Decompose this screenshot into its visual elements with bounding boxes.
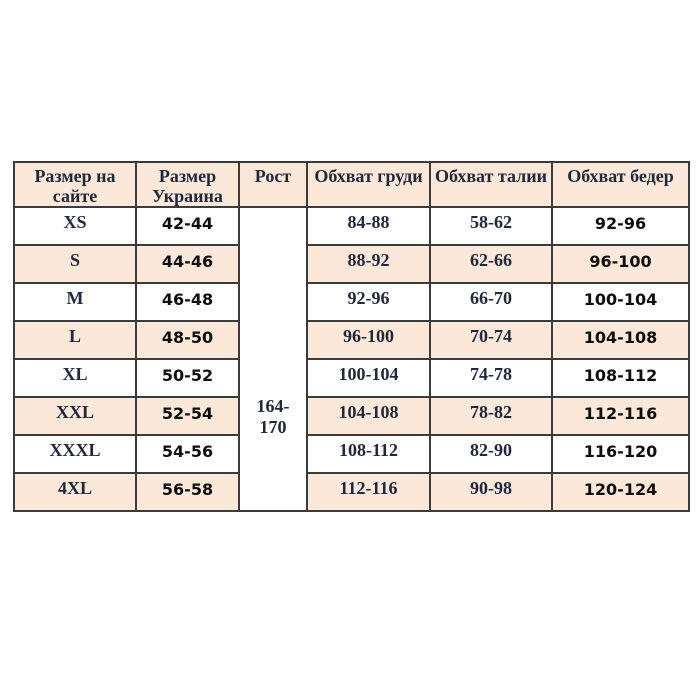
cell-hips: 96-100 (551, 244, 690, 284)
size-chart-table: Размер на сайте Размер Украина Рост Обхв… (13, 161, 690, 512)
cell-size-ukraine: 52-54 (135, 396, 240, 436)
cell-chest: 92-96 (306, 282, 431, 322)
cell-chest: 112-116 (306, 472, 431, 512)
cell-hips: 112-116 (551, 396, 690, 436)
header-cell-size-ukraine: Размер Украина (135, 161, 240, 208)
cell-hips: 108-112 (551, 358, 690, 398)
cell-waist: 90-98 (429, 472, 553, 512)
header-row: Размер на сайте Размер Украина Рост Обхв… (13, 161, 690, 208)
table-row: 4XL 56-58 112-116 90-98 120-124 (13, 472, 690, 512)
table-row: L 48-50 96-100 70-74 104-108 (13, 320, 690, 360)
cell-size-site: M (13, 282, 137, 322)
cell-size-ukraine: 46-48 (135, 282, 240, 322)
table-row: XXXL 54-56 108-112 82-90 116-120 (13, 434, 690, 474)
table-row: XXL 52-54 104-108 78-82 112-116 (13, 396, 690, 436)
cell-waist: 82-90 (429, 434, 553, 474)
cell-chest: 100-104 (306, 358, 431, 398)
cell-hips: 100-104 (551, 282, 690, 322)
cell-chest: 84-88 (306, 206, 431, 246)
cell-chest: 104-108 (306, 396, 431, 436)
cell-waist: 78-82 (429, 396, 553, 436)
cell-size-ukraine: 50-52 (135, 358, 240, 398)
cell-size-site: XXXL (13, 434, 137, 474)
cell-waist: 62-66 (429, 244, 553, 284)
cell-waist: 58-62 (429, 206, 553, 246)
cell-waist: 74-78 (429, 358, 553, 398)
cell-hips: 92-96 (551, 206, 690, 246)
cell-size-site: S (13, 244, 137, 284)
cell-size-ukraine: 48-50 (135, 320, 240, 360)
table-row: XL 50-52 100-104 74-78 108-112 (13, 358, 690, 398)
cell-size-site: XL (13, 358, 137, 398)
cell-size-ukraine: 54-56 (135, 434, 240, 474)
header-cell-waist: Обхват талии (429, 161, 553, 208)
cell-size-site: XS (13, 206, 137, 246)
cell-waist: 70-74 (429, 320, 553, 360)
table-row: XS 42-44 164- 170 84-88 58-62 92-96 (13, 206, 690, 512)
cell-size-ukraine: 44-46 (135, 244, 240, 284)
header-cell-size-site: Размер на сайте (13, 161, 137, 208)
cell-size-ukraine: 42-44 (135, 206, 240, 246)
header-cell-hips: Обхват бедер (551, 161, 690, 208)
cell-hips: 104-108 (551, 320, 690, 360)
cell-hips: 120-124 (551, 472, 690, 512)
cell-size-site: 4XL (13, 472, 137, 512)
cell-size-ukraine: 56-58 (135, 472, 240, 512)
table-row: S 44-46 88-92 62-66 96-100 (13, 244, 690, 284)
table-row: M 46-48 92-96 66-70 100-104 (13, 282, 690, 322)
size-chart: Размер на сайте Размер Украина Рост Обхв… (13, 161, 690, 512)
cell-size-site: L (13, 320, 137, 360)
height-merged-cell: 164- 170 (238, 206, 308, 512)
cell-chest: 96-100 (306, 320, 431, 360)
cell-hips: 116-120 (551, 434, 690, 474)
cell-size-site: XXL (13, 396, 137, 436)
cell-chest: 88-92 (306, 244, 431, 284)
header-cell-height: Рост (238, 161, 308, 208)
cell-chest: 108-112 (306, 434, 431, 474)
cell-waist: 66-70 (429, 282, 553, 322)
header-cell-chest: Обхват груди (306, 161, 431, 208)
